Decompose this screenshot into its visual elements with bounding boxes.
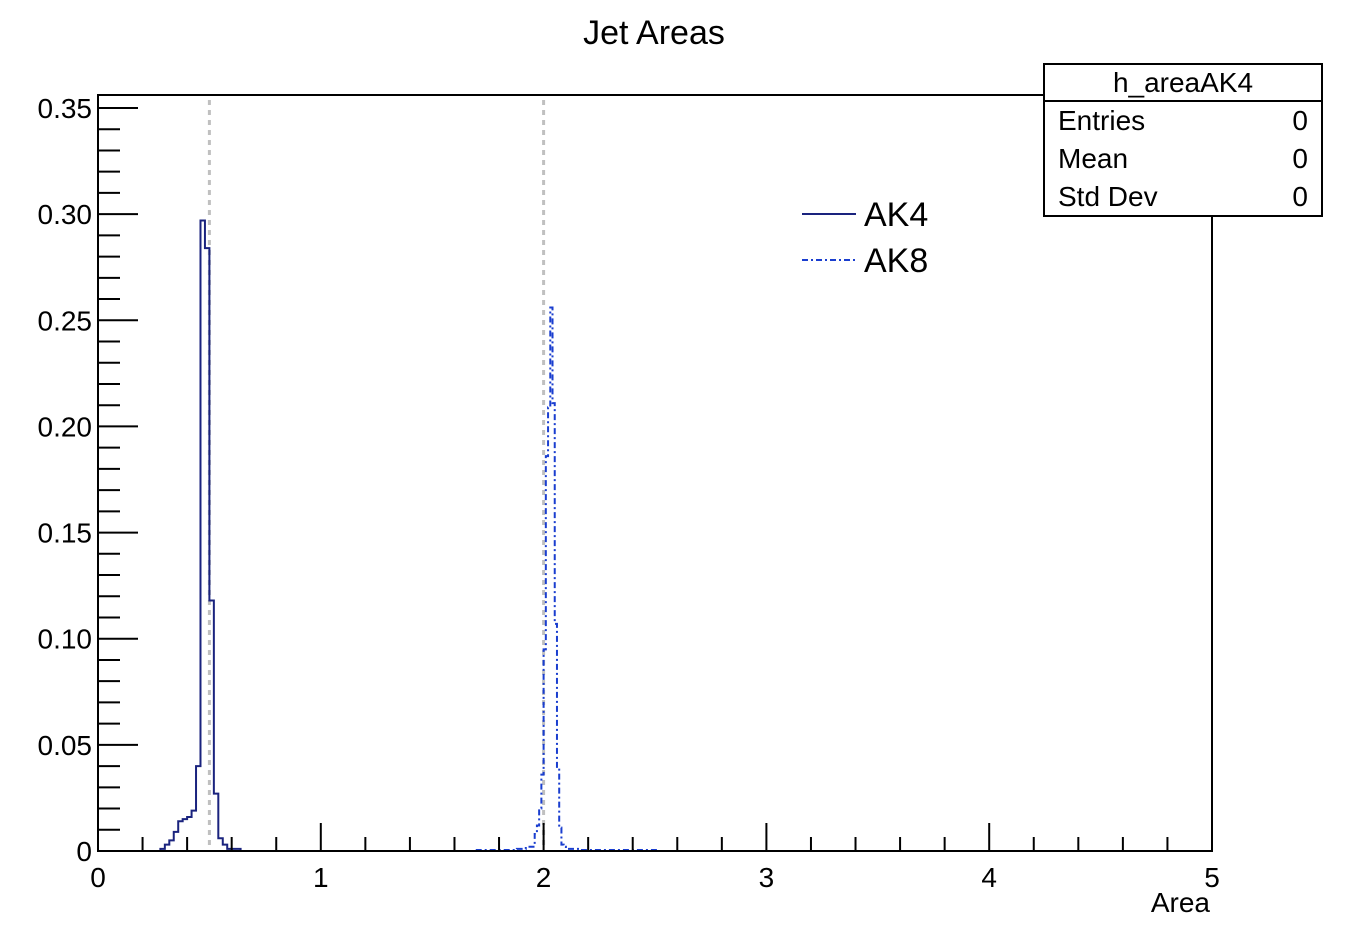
legend-label: AK8 <box>864 242 928 280</box>
stats-box-frame <box>1043 63 1323 217</box>
axes: 0 1 2 3 4 5 0 0.05 0.10 0.15 0.20 0.25 0.30 0.35 <box>38 93 1220 893</box>
stats-row-label: Entries <box>1058 105 1145 136</box>
x-tick-label: 1 <box>313 862 329 893</box>
y-tick-label: 0.10 <box>38 624 93 655</box>
stats-row-value: 0 <box>1292 181 1308 212</box>
reference-lines <box>207 100 546 851</box>
legend-label: AK4 <box>864 196 928 234</box>
y-tick-label: 0 <box>76 836 92 867</box>
stats-row-value: 0 <box>1292 105 1308 136</box>
y-tick-label: 0.30 <box>38 199 93 230</box>
y-tick-label: 0.15 <box>38 518 93 549</box>
stats-row-value: 0 <box>1292 143 1308 174</box>
series-ak4 <box>159 219 242 851</box>
stats-row-label: Std Dev <box>1058 181 1158 212</box>
histogram-series <box>159 219 659 851</box>
stats-row-label: Mean <box>1058 143 1128 174</box>
x-tick-label: 0 <box>90 862 106 893</box>
y-tick-label: 0.35 <box>38 93 93 124</box>
x-axis-label: Area <box>1151 887 1211 918</box>
x-tick-label: 2 <box>536 862 552 893</box>
x-tick-label: 4 <box>981 862 997 893</box>
chart-title: Jet Areas <box>583 14 725 52</box>
stats-box-title: h_areaAK4 <box>1113 67 1253 98</box>
x-tick-label: 5 <box>1204 862 1220 893</box>
series-ak8 <box>475 306 659 851</box>
plot-frame <box>97 94 1213 852</box>
y-tick-label: 0.20 <box>38 411 93 442</box>
stats-box: h_areaAK4 Entries 0 Mean 0 Std Dev 0 <box>1043 63 1323 217</box>
y-tick-label: 0.05 <box>38 730 93 761</box>
x-tick-label: 3 <box>759 862 775 893</box>
y-tick-label: 0.25 <box>38 305 93 336</box>
